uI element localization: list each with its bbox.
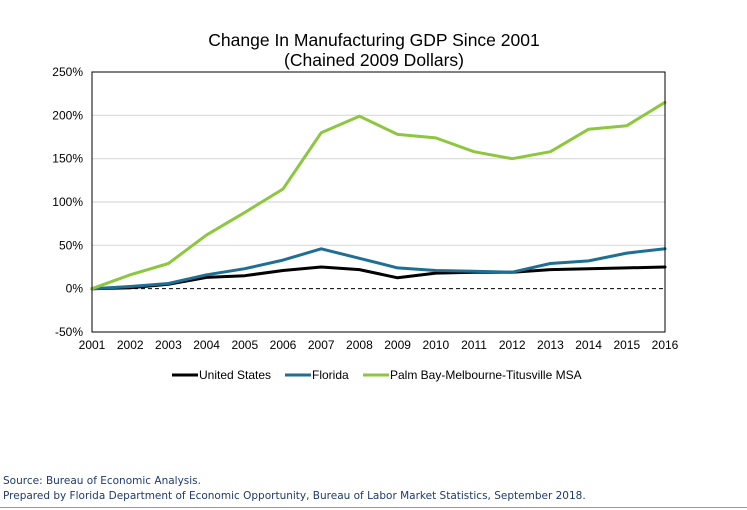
legend-label: Florida	[312, 368, 349, 382]
plot-area-frame	[91, 71, 666, 333]
x-tick-label: 2012	[499, 338, 526, 352]
x-tick-label: 2010	[422, 338, 449, 352]
x-tick-label: 2002	[117, 338, 144, 352]
x-tick-label: 2007	[308, 338, 335, 352]
x-tick-label: 2016	[652, 338, 679, 352]
y-tick-label: 150%	[52, 152, 83, 166]
x-tick-label: 2015	[613, 338, 640, 352]
x-tick-label: 2004	[193, 338, 220, 352]
y-tick-label: 100%	[52, 195, 83, 209]
chart-title: Change In Manufacturing GDP Since 2001	[208, 30, 539, 50]
bottom-divider	[0, 507, 747, 508]
legend-label: Palm Bay-Melbourne-Titusville MSA	[390, 368, 582, 382]
x-tick-label: 2003	[155, 338, 182, 352]
x-tick-label: 2013	[537, 338, 564, 352]
series-line-palm-bay-melbourne-titusville-msa	[90, 100, 667, 291]
x-tick-label: 2009	[384, 338, 411, 352]
legend: United States Florida Palm Bay-Melbourne-T…	[172, 368, 582, 382]
x-tick-label: 2001	[79, 338, 106, 352]
y-tick-label: 200%	[52, 108, 83, 122]
series-lines	[90, 100, 667, 291]
series-line-florida	[90, 247, 667, 291]
chart-subtitle: (Chained 2009 Dollars)	[284, 50, 464, 70]
source-note: Source: Bureau of Economic Analysis.	[3, 475, 201, 487]
y-tick-label: 50%	[59, 238, 83, 252]
x-tick-label: 2014	[575, 338, 602, 352]
x-tick-label: 2008	[346, 338, 373, 352]
x-axis-ticks: 2001 2002 2003 2004 2005 2006 2007 2008 2009 2010…	[79, 338, 679, 352]
x-tick-label: 2006	[270, 338, 297, 352]
y-tick-label: 250%	[52, 65, 83, 79]
legend-label: United States	[199, 368, 271, 382]
legend-item: Palm Bay-Melbourne-Titusville MSA	[363, 368, 582, 382]
y-axis-ticks: 250% 200% 150% 100% 50% 0% -50%	[52, 65, 83, 339]
y-tick-label: -50%	[55, 325, 83, 339]
series-line-united-states	[90, 265, 667, 291]
legend-item: United States	[172, 368, 271, 382]
legend-item: Florida	[285, 368, 349, 382]
gridlines	[92, 114, 665, 246]
x-tick-label: 2011	[461, 338, 487, 352]
prepared-by-note: Prepared by Florida Department of Econom…	[3, 490, 586, 502]
y-tick-label: 0%	[66, 282, 84, 296]
x-tick-label: 2005	[231, 338, 258, 352]
